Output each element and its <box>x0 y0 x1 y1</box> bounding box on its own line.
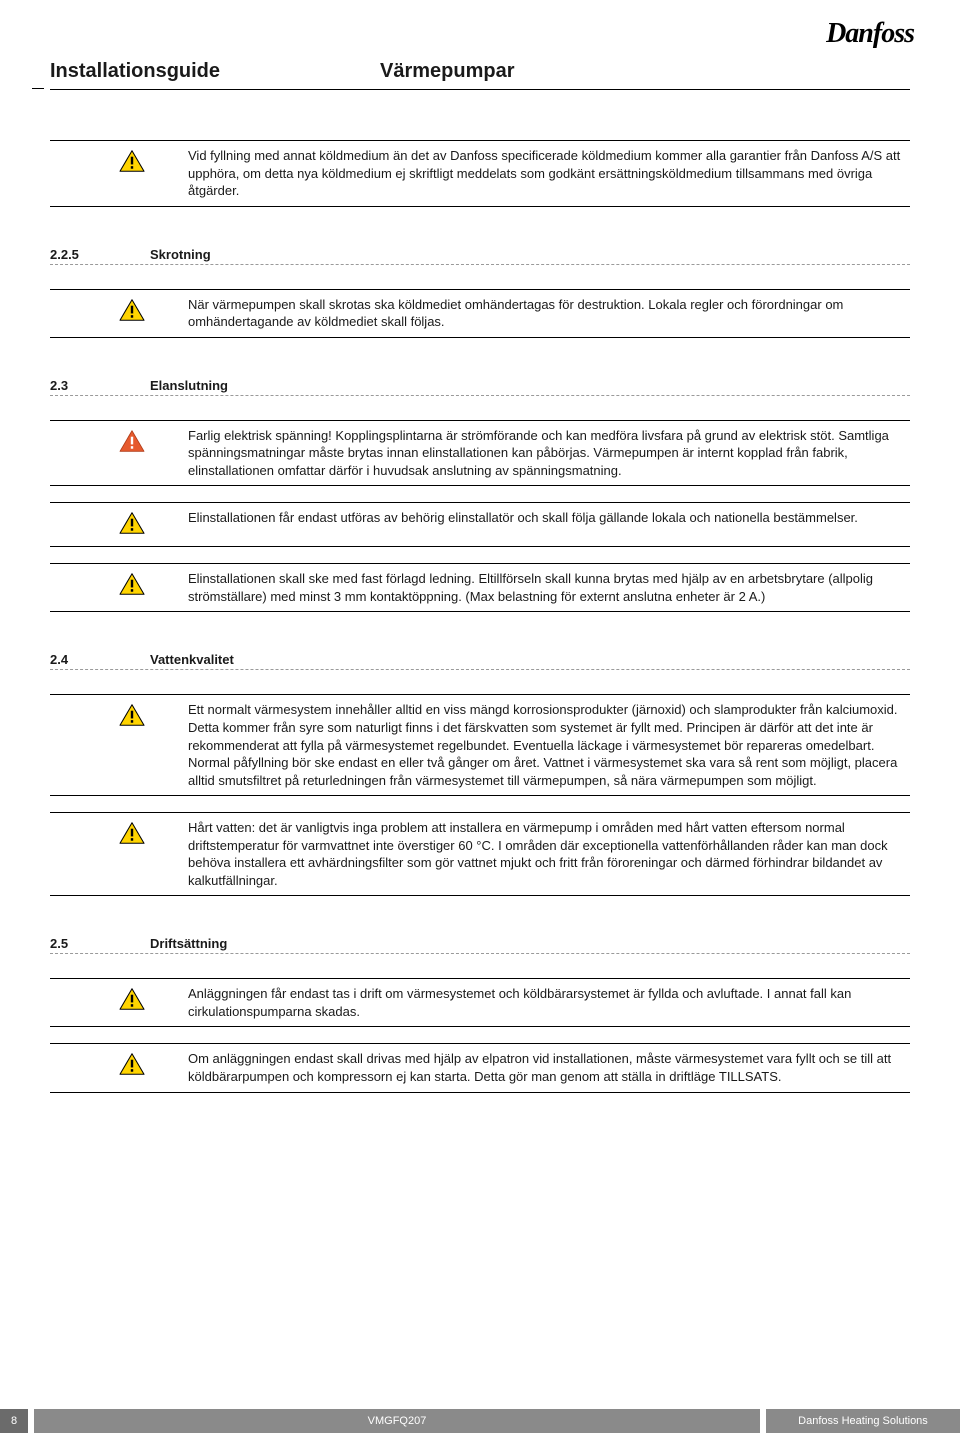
caution-icon <box>118 572 146 596</box>
note-text: Ett normalt värmesystem innehåller allti… <box>188 701 910 789</box>
section-title: Driftsättning <box>150 936 227 951</box>
section-title: Elanslutning <box>150 378 228 393</box>
footer-page-number: 8 <box>0 1409 28 1433</box>
page-footer: 8 VMGFQ207 Danfoss Heating Solutions <box>0 1409 960 1433</box>
section-heading: 2.5 Driftsättning <box>50 936 910 951</box>
header-left: Installationsguide <box>50 60 220 83</box>
section-rule <box>50 264 910 265</box>
header-tick <box>32 88 44 89</box>
note-block: Farlig elektrisk spänning! Kopplingsplin… <box>50 420 910 487</box>
note-block: Anläggningen får endast tas i drift om v… <box>50 978 910 1027</box>
caution-icon <box>118 1052 146 1076</box>
note-block: När värmepumpen skall skrotas ska köldme… <box>50 289 910 338</box>
caution-icon <box>118 703 146 727</box>
footer-company: Danfoss Heating Solutions <box>760 1409 960 1433</box>
section-heading: 2.3 Elanslutning <box>50 378 910 393</box>
page-header: Installationsguide Värmepumpar <box>50 60 910 83</box>
section-number: 2.3 <box>50 378 114 393</box>
section-number: 2.5 <box>50 936 114 951</box>
caution-icon <box>118 821 146 845</box>
note-block: Om anläggningen endast skall drivas med … <box>50 1043 910 1092</box>
note-text: När värmepumpen skall skrotas ska köldme… <box>188 296 910 331</box>
section-rule <box>50 953 910 954</box>
header-right: Värmepumpar <box>380 60 515 83</box>
page-body: Installationsguide Värmepumpar Vid fylln… <box>0 0 960 1093</box>
note-text: Farlig elektrisk spänning! Kopplingsplin… <box>188 427 910 480</box>
note-text: Vid fyllning med annat köldmedium än det… <box>188 147 910 200</box>
section-rule <box>50 669 910 670</box>
note-text: Om anläggningen endast skall drivas med … <box>188 1050 910 1085</box>
footer-doc-code: VMGFQ207 <box>34 1409 760 1433</box>
note-block: Elinstallationen får endast utföras av b… <box>50 502 910 547</box>
caution-icon <box>118 149 146 173</box>
section-number: 2.2.5 <box>50 247 114 262</box>
caution-icon <box>118 987 146 1011</box>
caution-icon <box>118 298 146 322</box>
section-number: 2.4 <box>50 652 114 667</box>
note-text: Elinstallationen skall ske med fast förl… <box>188 570 910 605</box>
note-block: Vid fyllning med annat köldmedium än det… <box>50 140 910 207</box>
note-block: Ett normalt värmesystem innehåller allti… <box>50 694 910 796</box>
section-heading: 2.4 Vattenkvalitet <box>50 652 910 667</box>
note-block: Hårt vatten: det är vanligtvis inga prob… <box>50 812 910 896</box>
note-text: Anläggningen får endast tas i drift om v… <box>188 985 910 1020</box>
section-heading: 2.2.5 Skrotning <box>50 247 910 262</box>
section-title: Skrotning <box>150 247 211 262</box>
brand-logo: Danfoss <box>826 18 914 50</box>
note-block: Elinstallationen skall ske med fast förl… <box>50 563 910 612</box>
note-text: Hårt vatten: det är vanligtvis inga prob… <box>188 819 910 889</box>
caution-icon <box>118 511 146 535</box>
note-text: Elinstallationen får endast utföras av b… <box>188 509 910 527</box>
header-rule <box>50 89 910 90</box>
danger-icon <box>118 429 146 453</box>
section-rule <box>50 395 910 396</box>
section-title: Vattenkvalitet <box>150 652 234 667</box>
